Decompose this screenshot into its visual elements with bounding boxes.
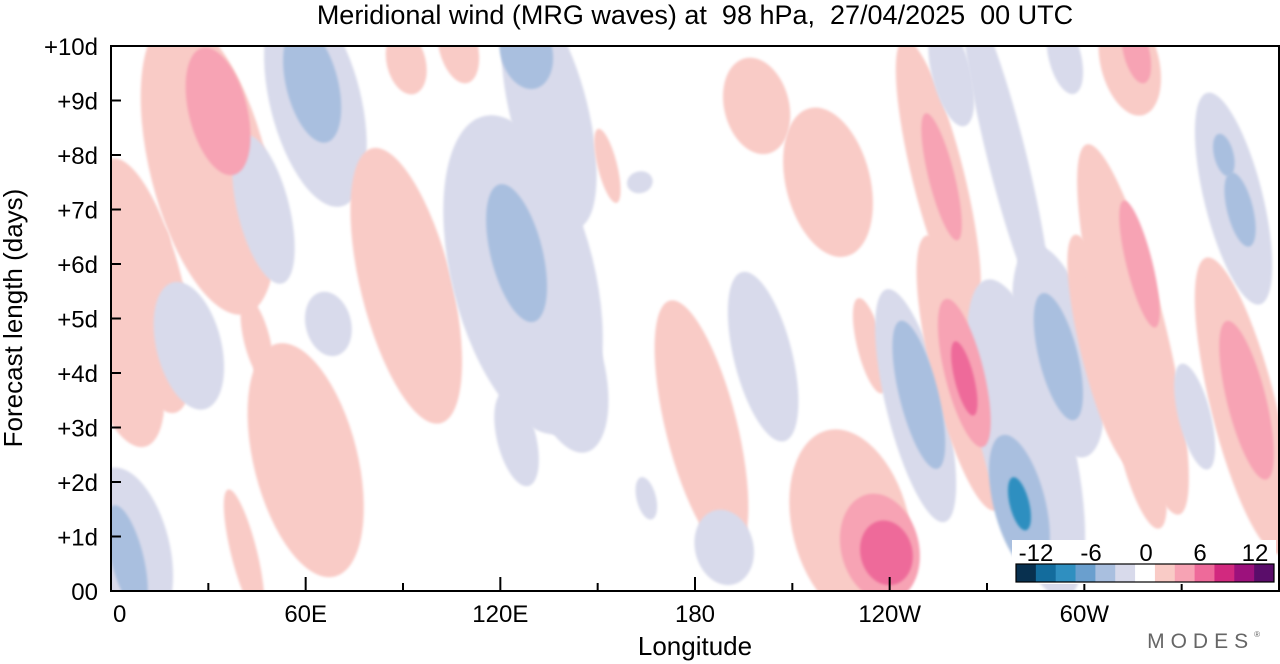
colorbar-label-m12: -12 — [1019, 540, 1054, 567]
contour-feature-29 — [727, 271, 799, 442]
contour-feature-9 — [223, 489, 265, 591]
y-tick-label: 00 — [71, 579, 98, 606]
colorbar-swatch — [1194, 564, 1215, 582]
modes-logo: MODES® — [1147, 630, 1260, 654]
chart-title: Meridional wind (MRG waves) at 98 hPa, 2… — [317, 0, 1073, 30]
contour-feature-62 — [1046, 46, 1084, 95]
contour-feature-19 — [486, 184, 548, 323]
contour-feature-17 — [385, 46, 427, 95]
y-tick-label: +8d — [57, 143, 98, 170]
contour-feature-12 — [283, 46, 342, 143]
contour-feature-27 — [723, 57, 791, 155]
y-tick-label: +6d — [57, 252, 98, 279]
x-tick-label: 60E — [284, 601, 327, 628]
colorbar-swatch — [1095, 564, 1116, 582]
y-tick-label: +2d — [57, 470, 98, 497]
brand-mark: ® — [1254, 630, 1260, 639]
colorbar-swatch — [1154, 564, 1176, 582]
contour-feature-30 — [694, 509, 754, 586]
contour-feature-35 — [783, 107, 873, 257]
contour-feature-52 — [1119, 200, 1160, 328]
plot-area — [111, 46, 1279, 591]
contour-feature-10 — [240, 297, 274, 383]
contour-feature-16 — [350, 147, 463, 424]
x-axis: 0 60E 120E 180 120W 60W — [110, 577, 1280, 628]
y-axis: 00 +1d +2d +3d +4d +5d +6d +7d +8d +9d +10d — [44, 34, 121, 606]
colorbar-swatches — [1015, 563, 1275, 583]
colorbar-swatch — [1135, 564, 1156, 582]
y-axis-label: Forecast length (days) — [0, 189, 28, 448]
colorbar-swatch — [1214, 564, 1235, 582]
x-tick-label: 180 — [675, 601, 715, 628]
x-axis-label: Longitude — [638, 631, 752, 661]
x-tick-label: 60W — [1060, 601, 1110, 628]
contour-feature-24 — [494, 390, 539, 487]
contour-feature-31 — [635, 477, 658, 520]
y-tick-label: +5d — [57, 307, 98, 334]
x-tick-label: 0 — [113, 601, 126, 628]
contour-feature-55 — [1121, 46, 1152, 84]
contour-feature-22 — [499, 46, 554, 89]
colorbar-swatch — [1035, 564, 1057, 582]
contour-feature-61 — [1174, 363, 1216, 470]
x-tick-label: 120E — [472, 601, 528, 628]
colorbar-swatch — [1016, 564, 1037, 582]
colorbar-swatch — [1254, 564, 1275, 582]
contour-feature-60 — [1213, 133, 1235, 177]
contour-feature-28 — [654, 300, 749, 555]
contour-feature-57 — [1219, 320, 1274, 480]
x-tick-label: 120W — [858, 601, 921, 628]
contour-feature-43 — [921, 113, 962, 241]
contour-feature-34 — [860, 520, 913, 586]
contour-feature-6 — [111, 505, 148, 591]
colorbar-swatch — [1234, 564, 1255, 582]
contour-feature-41 — [951, 341, 978, 416]
contour-feature-51 — [1077, 144, 1189, 515]
contour-feature-0 — [185, 47, 251, 176]
colorbar-label-0: 0 — [1139, 540, 1152, 567]
y-tick-label: +10d — [44, 34, 98, 61]
contour-feature-11 — [232, 135, 295, 284]
contour-feature-15 — [153, 281, 225, 410]
contour-feature-38 — [892, 320, 946, 469]
contour-feature-47 — [1033, 293, 1084, 421]
contour-feature-53 — [1112, 369, 1167, 529]
contour-feature-23 — [521, 282, 609, 453]
colorbar: -12 -6 0 6 12 — [1012, 540, 1276, 584]
colorbar-swatch — [1075, 564, 1096, 582]
colorbar-frame — [1015, 563, 1275, 583]
contour-feature-44 — [966, 279, 1086, 591]
colorbar-label-12: 12 — [1242, 540, 1269, 567]
colorbar-swatch — [1115, 564, 1136, 582]
y-tick-label: +4d — [57, 361, 98, 388]
contour-feature-8 — [247, 343, 364, 578]
contour-feature-26 — [594, 128, 621, 203]
contour-feature-46 — [1007, 477, 1031, 531]
y-tick-label: +9d — [57, 89, 98, 116]
contour-feature-14 — [304, 291, 352, 357]
contour-feature-2 — [124, 220, 170, 265]
colorbar-swatch — [1174, 564, 1196, 582]
colorbar-label-6: 6 — [1193, 540, 1206, 567]
y-tick-label: +7d — [57, 198, 98, 225]
brand-name: MODES — [1147, 630, 1255, 653]
y-tick-label: +1d — [57, 525, 98, 552]
contour-feature-25 — [626, 171, 653, 194]
colorbar-label-m6: -6 — [1080, 540, 1101, 567]
y-tick-label: +3d — [57, 416, 98, 443]
contour-feature-49 — [962, 46, 1051, 314]
colorbar-swatch — [1055, 564, 1076, 582]
contour-feature-59 — [1224, 172, 1256, 247]
